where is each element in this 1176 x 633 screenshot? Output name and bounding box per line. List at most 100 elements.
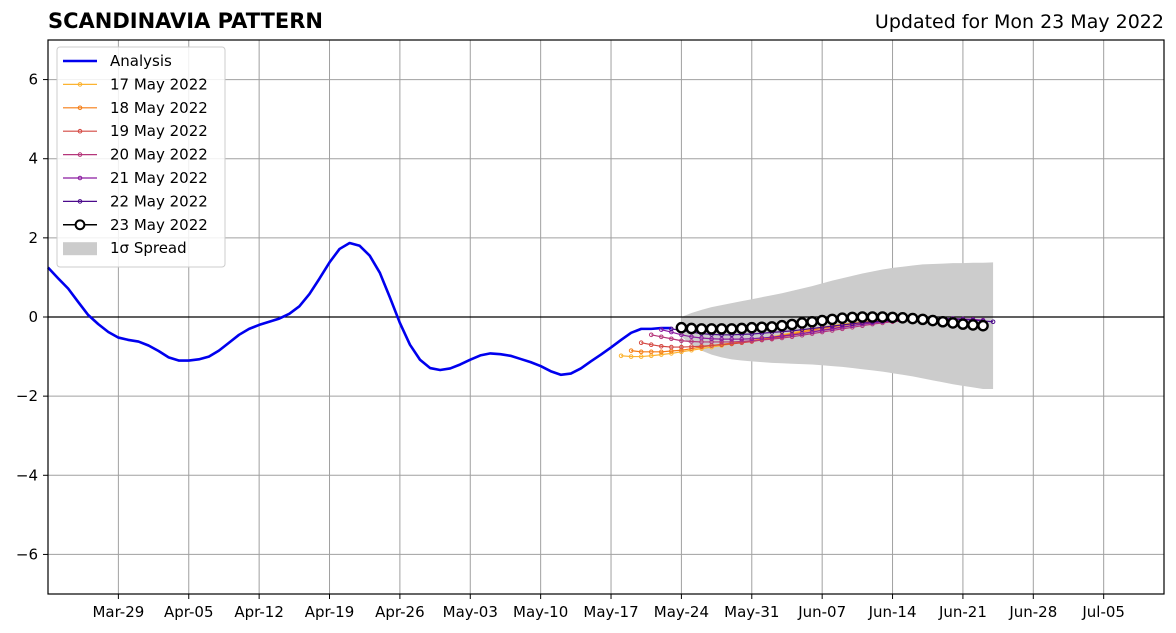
- legend: Analysis 17 May 2022 18 May 2022 19 May 202…: [56, 46, 226, 268]
- data-point: [638, 340, 644, 346]
- x-tick-label: Jun-14: [868, 603, 917, 621]
- y-tick-label: 4: [28, 150, 38, 168]
- data-point: [906, 312, 919, 325]
- data-point: [729, 339, 734, 345]
- legend-swatch: [63, 242, 97, 256]
- legend-marker: [77, 82, 83, 87]
- data-point: [876, 311, 889, 323]
- data-point: [725, 323, 738, 335]
- data-point: [719, 336, 724, 342]
- data-point: [786, 318, 798, 331]
- legend-label: 18 May 2022: [110, 99, 208, 117]
- data-point: [638, 349, 644, 355]
- data-point: [689, 339, 694, 344]
- y-tick-label: 6: [28, 71, 38, 89]
- data-point: [806, 315, 818, 328]
- series-analysis: [47, 241, 672, 377]
- data-point: [916, 313, 929, 326]
- data-point: [695, 323, 708, 335]
- x-tick-label: May-10: [513, 603, 568, 621]
- legend-label: 20 May 2022: [110, 146, 208, 164]
- axis-layer: Mar-29 Apr-05 Apr-12 Apr-19 Apr-26 May-03 May-…: [16, 39, 1165, 621]
- data-point: [829, 326, 835, 332]
- legend-marker: [77, 105, 83, 111]
- x-tick-label: Mar-29: [92, 603, 144, 621]
- data-point: [618, 353, 624, 359]
- data-point: [658, 352, 664, 357]
- data-point: [705, 323, 718, 335]
- x-tick-label: Jun-21: [938, 603, 987, 621]
- data-point: [957, 318, 969, 330]
- data-point: [658, 327, 664, 332]
- x-tick-label: Jun-28: [1008, 603, 1057, 621]
- data-point: [779, 333, 785, 339]
- data-point: [756, 321, 768, 334]
- y-tick-label: 2: [28, 229, 38, 247]
- legend-entry: 19 May 2022: [63, 122, 208, 140]
- data-point: [947, 317, 959, 329]
- data-point: [658, 349, 664, 355]
- legend-entry: 23 May 2022: [63, 216, 208, 234]
- data-point: [658, 343, 664, 349]
- data-point: [735, 322, 748, 335]
- legend-entry: 22 May 2022: [63, 192, 208, 210]
- data-point: [977, 319, 989, 332]
- data-point: [699, 335, 704, 341]
- x-tick-label: May-03: [443, 603, 498, 621]
- data-point: [648, 332, 654, 338]
- legend-label: 22 May 2022: [110, 192, 208, 210]
- data-point: [759, 335, 765, 341]
- data-point: [689, 344, 694, 349]
- data-point: [926, 314, 939, 327]
- data-point: [675, 321, 688, 334]
- data-point: [648, 342, 654, 348]
- data-point: [967, 319, 979, 331]
- data-point: [709, 336, 714, 342]
- x-tick-label: Apr-12: [234, 603, 284, 621]
- data-point: [628, 348, 634, 353]
- data-point: [796, 317, 808, 329]
- data-point: [679, 344, 684, 350]
- legend-marker: [74, 219, 86, 231]
- legend-marker: [77, 128, 83, 134]
- x-tick-label: May-31: [724, 603, 779, 621]
- data-point: [669, 344, 674, 350]
- legend-marker: [77, 175, 83, 181]
- data-point: [628, 354, 634, 359]
- data-point: [715, 323, 728, 335]
- data-point: [896, 311, 909, 324]
- y-tick-label: −6: [16, 545, 38, 563]
- data-point: [669, 326, 674, 332]
- data-point: [846, 311, 859, 324]
- y-tick-label: −2: [16, 387, 38, 405]
- series-layer: [47, 241, 996, 377]
- legend-label: Analysis: [110, 52, 172, 70]
- legend-box: [56, 46, 226, 268]
- data-point: [836, 312, 849, 324]
- legend-label: 19 May 2022: [110, 122, 208, 140]
- data-point: [685, 322, 698, 335]
- data-point: [990, 319, 996, 325]
- data-point: [886, 311, 899, 324]
- data-point: [776, 319, 788, 332]
- data-point: [679, 338, 684, 344]
- data-point: [745, 321, 758, 334]
- y-tick-label: 0: [28, 308, 38, 326]
- data-point: [669, 336, 674, 342]
- chart-subtitle: Updated for Mon 23 May 2022: [874, 11, 1164, 33]
- data-point: [689, 334, 694, 340]
- data-point: [866, 311, 879, 323]
- data-point: [816, 314, 828, 327]
- legend-marker: [77, 199, 83, 204]
- legend-entry: 1σ Spread: [63, 239, 187, 257]
- legend-label: 21 May 2022: [110, 169, 208, 187]
- chart-title: SCANDINAVIA PATTERN: [48, 9, 323, 33]
- plot-frame: [47, 39, 1165, 595]
- data-point: [719, 342, 724, 348]
- x-tick-label: Jul-05: [1081, 603, 1125, 621]
- series-23-may-2022: [675, 311, 989, 335]
- x-tick-label: Apr-05: [164, 603, 214, 621]
- legend-label: 1σ Spread: [110, 239, 187, 257]
- data-point: [769, 334, 775, 340]
